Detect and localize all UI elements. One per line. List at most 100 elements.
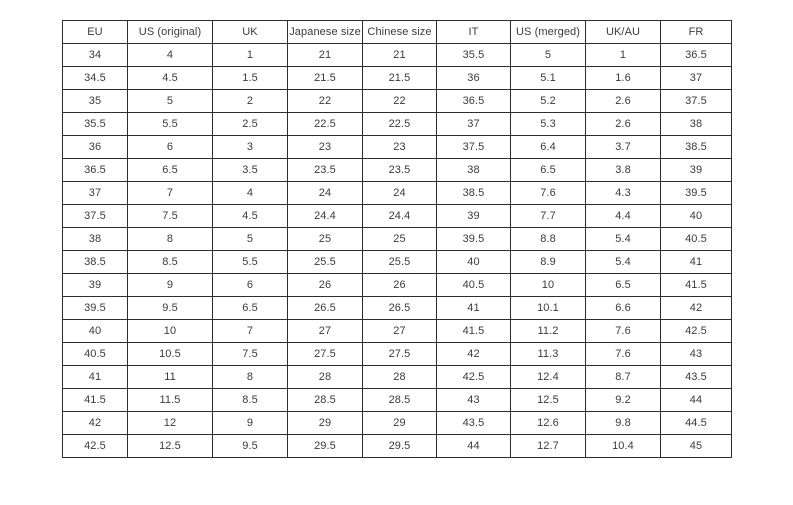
table-cell: 24 [362,181,437,205]
table-cell: 9 [212,411,288,435]
table-cell: 3.5 [212,158,288,182]
table-cell: 2.6 [585,112,661,136]
table-cell: 29 [362,411,437,435]
table-cell: 8.7 [585,365,661,389]
table-cell: 10.5 [127,342,213,366]
table-cell: 8.5 [127,250,213,274]
column-header-eu: EU [62,20,128,44]
shoe-size-conversion-table-container: EU US (original) UK Japanese size Chinese si… [62,20,732,458]
table-cell: 37 [660,66,732,90]
table-cell: 10 [127,319,213,343]
table-cell: 5 [127,89,213,113]
column-header-uk-au: UK/AU [585,20,661,44]
table-cell: 2.5 [212,112,288,136]
table-cell: 23 [287,135,363,159]
table-cell: 9 [127,273,213,297]
table-cell: 22 [362,89,437,113]
table-row: 36.5 6.5 3.5 23.5 23.5 38 6.5 3.8 39 [62,158,732,182]
table-cell: 12.6 [510,411,586,435]
table-cell: 9.8 [585,411,661,435]
table-cell: 11.5 [127,388,213,412]
table-cell: 39.5 [660,181,732,205]
table-row: 35.5 5.5 2.5 22.5 22.5 37 5.3 2.6 38 [62,112,732,136]
table-cell: 34.5 [62,66,128,90]
table-cell: 38 [660,112,732,136]
table-row: 42 12 9 29 29 43.5 12.6 9.8 44.5 [62,411,732,435]
table-cell: 1.6 [585,66,661,90]
table-cell: 40.5 [436,273,511,297]
table-cell: 6.5 [127,158,213,182]
table-cell: 4.4 [585,204,661,228]
table-row: 36 6 3 23 23 37.5 6.4 3.7 38.5 [62,135,732,159]
shoe-size-conversion-table: EU US (original) UK Japanese size Chinese si… [62,20,732,458]
table-cell: 25.5 [362,250,437,274]
table-cell: 42.5 [660,319,732,343]
table-cell: 3.7 [585,135,661,159]
table-cell: 41 [660,250,732,274]
table-header: EU US (original) UK Japanese size Chinese si… [62,20,732,44]
table-cell: 43 [436,388,511,412]
table-cell: 22 [287,89,363,113]
table-cell: 37.5 [436,135,511,159]
table-cell: 37 [62,181,128,205]
table-cell: 5.5 [127,112,213,136]
table-cell: 36.5 [436,89,511,113]
table-cell: 5 [212,227,288,251]
table-cell: 22.5 [287,112,363,136]
table-cell: 8.5 [212,388,288,412]
table-cell: 12 [127,411,213,435]
table-cell: 38 [62,227,128,251]
table-cell: 39.5 [436,227,511,251]
table-cell: 7 [127,181,213,205]
table-cell: 5.5 [212,250,288,274]
table-cell: 26 [287,273,363,297]
table-cell: 39 [62,273,128,297]
table-cell: 6.5 [212,296,288,320]
column-header-japanese-size: Japanese size [287,20,363,44]
table-cell: 7.6 [585,319,661,343]
table-row: 38.5 8.5 5.5 25.5 25.5 40 8.9 5.4 41 [62,250,732,274]
table-cell: 28 [287,365,363,389]
table-cell: 5.4 [585,227,661,251]
table-cell: 44 [436,434,511,458]
table-cell: 10.4 [585,434,661,458]
table-cell: 5.4 [585,250,661,274]
table-cell: 42.5 [62,434,128,458]
table-cell: 41.5 [436,319,511,343]
table-cell: 22.5 [362,112,437,136]
table-cell: 4 [127,43,213,67]
table-cell: 40 [660,204,732,228]
table-cell: 6.5 [510,158,586,182]
table-row: 41 11 8 28 28 42.5 12.4 8.7 43.5 [62,365,732,389]
table-cell: 5.1 [510,66,586,90]
column-header-chinese-size: Chinese size [362,20,437,44]
table-cell: 3 [212,135,288,159]
table-cell: 21 [287,43,363,67]
table-cell: 9.2 [585,388,661,412]
table-body: 34 4 1 21 21 35.5 5 1 36.5 34.5 4.5 1.5 21.5 21.5 36 5.… [62,43,732,458]
table-cell: 21.5 [362,66,437,90]
table-cell: 6 [212,273,288,297]
table-cell: 21.5 [287,66,363,90]
table-cell: 45 [660,434,732,458]
table-cell: 28.5 [362,388,437,412]
column-header-uk: UK [212,20,288,44]
column-header-us-original: US (original) [127,20,213,44]
table-cell: 29 [287,411,363,435]
table-cell: 3.8 [585,158,661,182]
table-cell: 4.3 [585,181,661,205]
table-cell: 43.5 [436,411,511,435]
table-cell: 40.5 [62,342,128,366]
table-cell: 8.8 [510,227,586,251]
table-cell: 43 [660,342,732,366]
table-row: 37.5 7.5 4.5 24.4 24.4 39 7.7 4.4 40 [62,204,732,228]
table-cell: 37.5 [660,89,732,113]
column-header-us-merged: US (merged) [510,20,586,44]
table-cell: 24.4 [287,204,363,228]
table-cell: 11.2 [510,319,586,343]
table-cell: 8 [212,365,288,389]
table-cell: 25.5 [287,250,363,274]
table-cell: 35.5 [436,43,511,67]
table-cell: 28.5 [287,388,363,412]
